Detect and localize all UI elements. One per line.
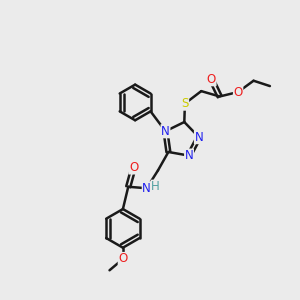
Text: N: N [142, 182, 151, 195]
Text: S: S [181, 97, 189, 110]
Text: O: O [233, 85, 243, 98]
Text: O: O [129, 161, 138, 174]
Text: N: N [194, 130, 203, 144]
Text: O: O [207, 73, 216, 86]
Text: O: O [118, 253, 128, 266]
Text: H: H [151, 180, 160, 193]
Text: N: N [185, 149, 194, 162]
Text: N: N [161, 125, 170, 138]
